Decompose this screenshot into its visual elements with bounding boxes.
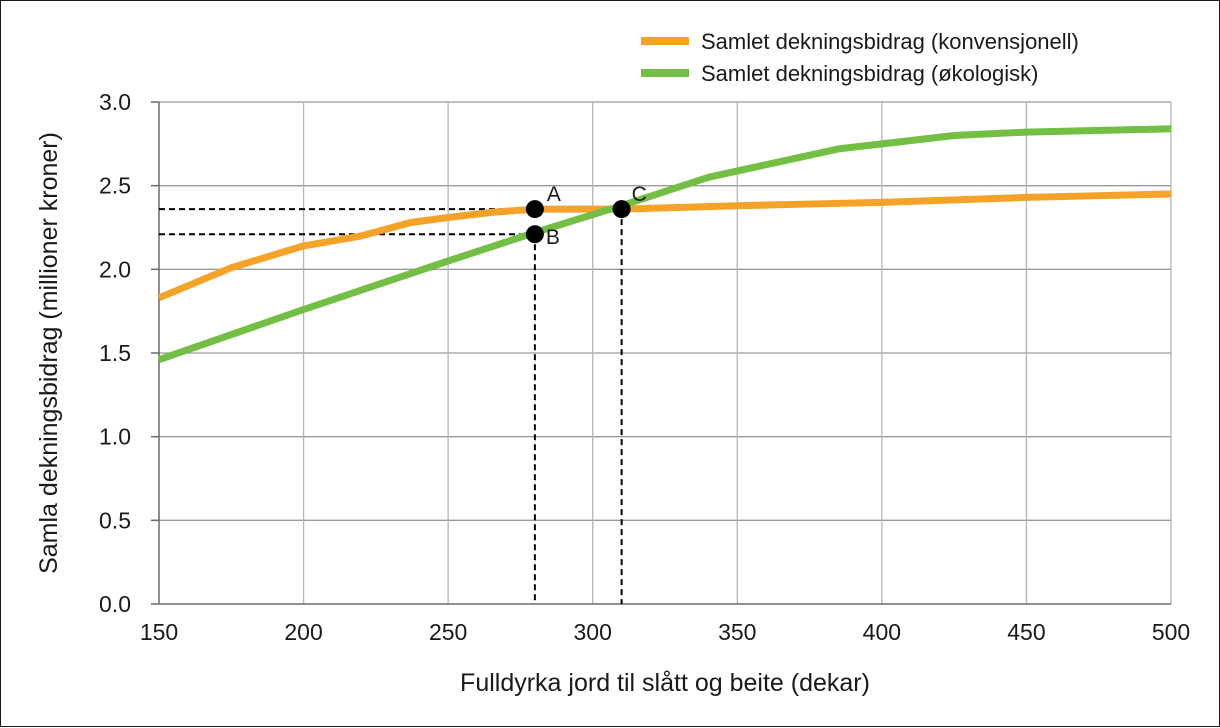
annotation-markers: AB C [525, 183, 647, 249]
x-tick-label-7: 500 [1152, 619, 1190, 645]
x-tick-label-3: 300 [574, 619, 612, 645]
series-line-konvensjonell [157, 190, 1172, 302]
y-tick-label-3: 1.5 [99, 340, 131, 366]
x-tick-label-2: 250 [429, 619, 467, 645]
axes [151, 101, 1171, 605]
y-tick-label-0: 0.0 [99, 591, 131, 617]
point-marker-a [525, 200, 544, 219]
x-tick-label-6: 450 [1007, 619, 1045, 645]
grid-lines [159, 101, 1172, 604]
y-tick-label-2: 1.0 [99, 424, 131, 450]
legend: Samlet dekningsbidrag (konvensjonell) Sa… [641, 29, 1079, 86]
y-tick-label-5: 2.5 [99, 173, 131, 199]
x-tick-label-5: 400 [863, 619, 901, 645]
legend-label-konvensjonell: Samlet dekningsbidrag (konvensjonell) [701, 29, 1079, 54]
y-axis-title: Samla dekningsbidrag (millioner kroner) [35, 132, 63, 574]
point-label-b: B [546, 226, 560, 249]
point-marker-c [612, 200, 631, 219]
x-axis-title: Fulldyrka jord til slått og beite (dekar… [460, 669, 870, 697]
legend-label-okologisk: Samlet dekningsbidrag (økologisk) [701, 61, 1039, 86]
y-tick-label-4: 2.0 [99, 256, 131, 282]
guide-lines [159, 208, 623, 604]
point-marker-b [525, 225, 544, 244]
y-tick-label-1: 0.5 [99, 507, 131, 533]
x-tick-label-4: 350 [718, 619, 756, 645]
x-tick-label-1: 200 [284, 619, 322, 645]
x-tick-label-0: 150 [140, 619, 178, 645]
series-lines [157, 125, 1172, 364]
point-label-c: C [632, 183, 647, 206]
y-tick-label-6: 3.0 [99, 89, 131, 115]
x-tick-labels: 150 200 250 300 350 400 450 500 [140, 619, 1190, 645]
point-label-a: A [547, 183, 561, 206]
series-line-okologisk [157, 125, 1172, 364]
y-tick-labels: 0.0 0.5 1.0 1.5 2.0 2.5 3.0 [99, 89, 131, 617]
